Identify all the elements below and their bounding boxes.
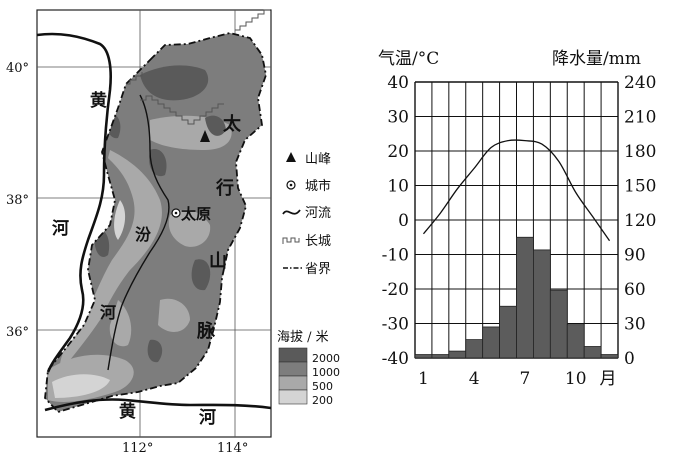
- peak-icon: [200, 130, 210, 142]
- taihang-label-1: 太: [223, 113, 242, 135]
- precipitation-bars: [414, 236, 619, 359]
- precipitation-bar-month-11: [583, 346, 602, 359]
- precipitation-tick-label: 210: [624, 108, 656, 128]
- precipitation-tick-label: 120: [624, 211, 656, 231]
- chart-ticks: 403020100-10-20-30-402402101801501209060…: [382, 73, 657, 389]
- climate-chart: 气温/°C 降水量/mm 403020100-10-20-30-40240210…: [378, 49, 657, 389]
- temperature-tick-label: 20: [387, 142, 409, 162]
- precipitation-tick-label: 240: [624, 73, 656, 93]
- temperature-line: [422, 139, 611, 242]
- precipitation-axis-title: 降水量/mm: [552, 49, 641, 69]
- legend-value-1000: 1000: [312, 366, 340, 379]
- temperature-tick-label: 10: [387, 177, 409, 197]
- precipitation-bar-month-8: [533, 249, 551, 359]
- legend-swatch-2000: [278, 347, 308, 363]
- lat-label-40: 40°: [6, 61, 29, 76]
- temperature-tick-label: 30: [387, 108, 409, 128]
- precipitation-bar-month-10: [566, 324, 585, 359]
- legend-value-200: 200: [312, 394, 333, 407]
- legend-label-peak: 山峰: [305, 152, 331, 167]
- great-wall-1: [140, 95, 224, 125]
- yellow-river-west: [36, 32, 112, 373]
- legend-peak-icon: [286, 152, 296, 162]
- yellow-river-label-3: 黄: [119, 401, 136, 422]
- legend-value-2000: 2000: [312, 352, 340, 365]
- precipitation-bar-month-4: [465, 339, 484, 359]
- legend-label-city: 城市: [305, 178, 331, 194]
- precipitation-tick-label: 90: [624, 246, 646, 266]
- temperature-tick-label: -40: [382, 349, 409, 369]
- taihang-label-4: 脉: [196, 320, 216, 342]
- temperature-tick-label: -10: [382, 246, 409, 266]
- legend-great-wall-icon: [282, 237, 300, 244]
- climate-chart-panel: 气温/°C 降水量/mm 40 30 20 10 0 -10 -20 -30 -40 240 210…: [360, 0, 673, 464]
- lat-label-36: 36°: [6, 325, 29, 340]
- month-tick-label: 7: [520, 369, 531, 389]
- shanxi-map: 太原 黄 河 汾 河 黄 河 太 行 山 脉 40° 38° 36° 112° …: [6, 9, 340, 456]
- taihang-label-3: 山: [209, 251, 227, 272]
- fen-river-label-2: 河: [100, 303, 116, 322]
- temperature-axis-title: 气温/°C: [378, 49, 439, 69]
- taihang-label-2: 行: [215, 177, 234, 199]
- lon-label-112: 112°: [122, 441, 153, 456]
- great-wall-2: [235, 9, 270, 31]
- lon-label-114: 114°: [217, 441, 248, 456]
- fen-river: [107, 94, 170, 371]
- precipitation-bar-month-2: [431, 354, 450, 359]
- temperature-tick-label: 40: [387, 73, 409, 93]
- temperature-tick-label: -30: [382, 315, 409, 335]
- precipitation-tick-label: 60: [624, 280, 646, 300]
- month-tick-label: 4: [469, 369, 480, 389]
- precipitation-bar-month-1: [414, 354, 433, 359]
- precipitation-bar-month-6: [499, 305, 517, 359]
- lat-label-38: 38°: [6, 193, 29, 208]
- precipitation-bar-month-12: [600, 354, 619, 359]
- legend-river-icon: [282, 209, 301, 215]
- legend-elevation-title: 海拔 / 米: [277, 330, 329, 345]
- map-panel: 太原 黄 河 汾 河 黄 河 太 行 山 脉 40° 38° 36° 112° …: [6, 9, 340, 456]
- temperature-tick-label: 0: [398, 211, 409, 231]
- precipitation-tick-label: 180: [624, 142, 656, 162]
- legend-value-500: 500: [312, 380, 333, 393]
- month-tick-label: 10: [565, 369, 587, 389]
- precipitation-bar-month-9: [549, 289, 568, 359]
- temperature-tick-label: -20: [382, 280, 409, 300]
- precipitation-tick-label: 0: [624, 349, 635, 369]
- temperature-line-group: [422, 139, 611, 242]
- city-label-taiyuan: 太原: [181, 205, 211, 223]
- precipitation-tick-label: 30: [624, 315, 646, 335]
- legend-label-river: 河流: [305, 206, 331, 221]
- yellow-river-south: [44, 398, 271, 412]
- legend-label-province: 省界: [305, 262, 331, 277]
- precipitation-bar-month-5: [482, 326, 500, 359]
- yellow-river-label-2: 河: [52, 219, 69, 239]
- month-tick-label: 1: [418, 369, 429, 389]
- map-legend: 山峰 城市 河流 长城 省界 海拔 / 米 2000 1000 500 200: [277, 152, 340, 407]
- yellow-river-label-4: 河: [199, 408, 216, 428]
- precipitation-tick-label: 150: [624, 177, 656, 197]
- precipitation-bar-month-7: [516, 236, 534, 359]
- legend-label-great-wall: 长城: [305, 234, 331, 249]
- chart-grid: [414, 81, 619, 359]
- precipitation-bar-month-3: [448, 350, 467, 359]
- legend-swatch-500: [278, 375, 308, 391]
- yellow-river-label-1: 黄: [90, 90, 107, 111]
- month-tick-label: 月: [600, 369, 617, 389]
- legend-swatch-200: [278, 389, 308, 405]
- legend-swatch-1000: [278, 361, 308, 377]
- fen-river-label-1: 汾: [135, 225, 151, 244]
- great-wall-3: [126, 72, 143, 85]
